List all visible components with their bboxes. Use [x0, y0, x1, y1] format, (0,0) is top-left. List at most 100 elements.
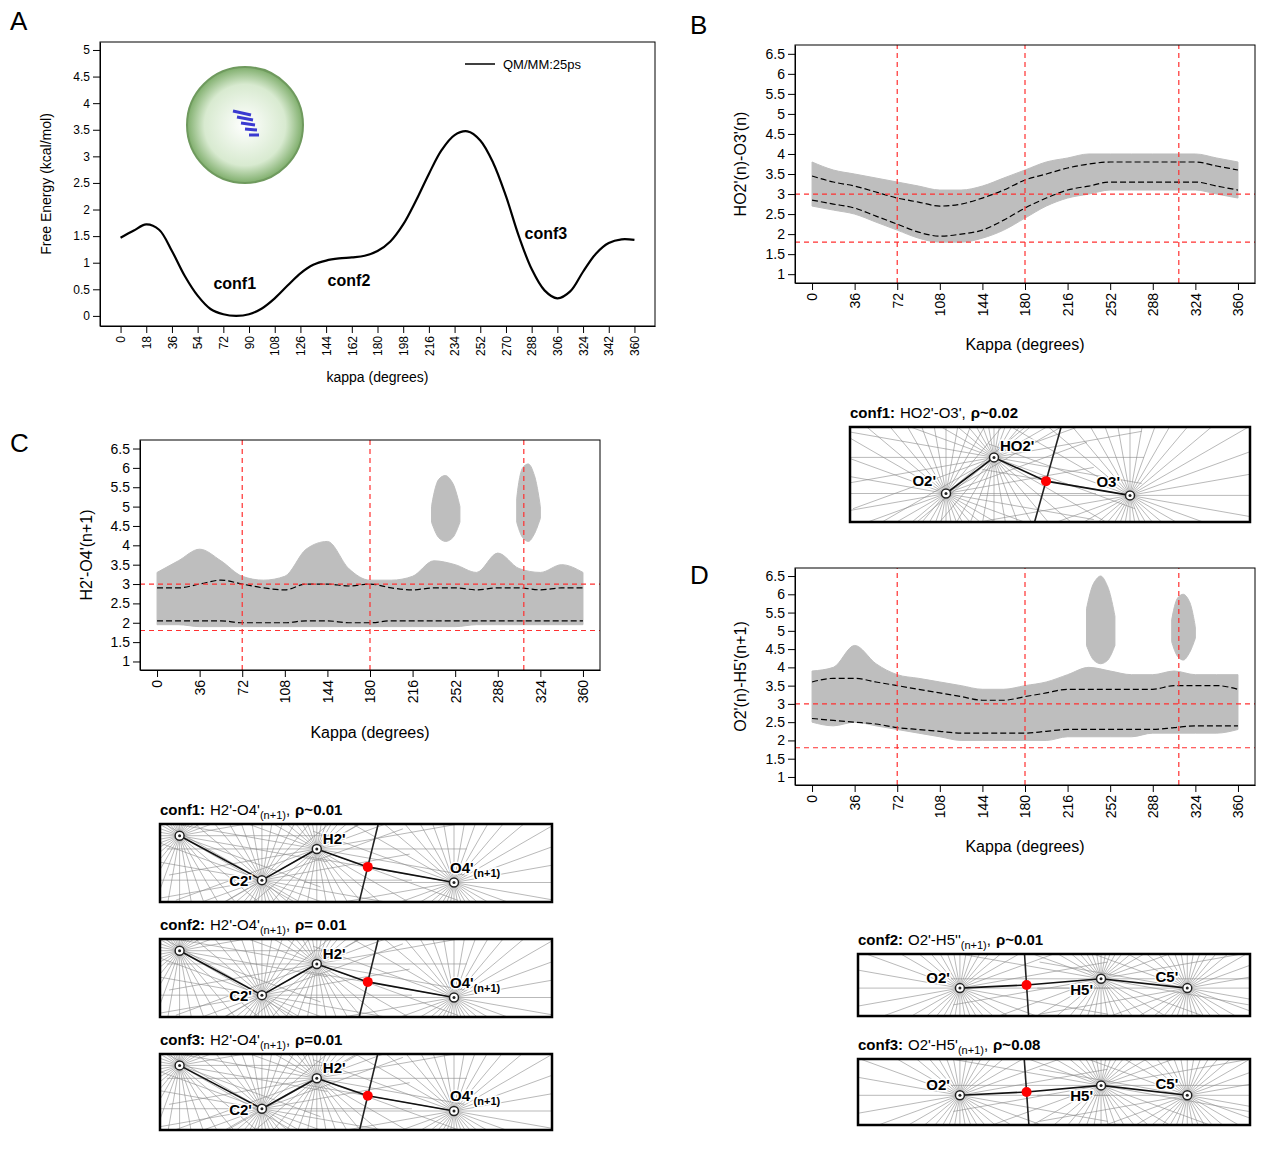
y-tick-label: 2 — [777, 732, 785, 748]
plot-frame — [140, 440, 600, 670]
gradient-line — [321, 1081, 447, 1130]
y-tick-label: 4 — [777, 146, 785, 162]
gradient-line — [458, 1114, 552, 1131]
x-tick-label: 144 — [320, 680, 336, 704]
x-tick-label: 108 — [268, 336, 282, 356]
y-tick: 4 — [777, 146, 795, 162]
y-tick-mark — [788, 94, 795, 95]
gradient-line — [986, 1059, 1097, 1082]
x-tick-mark — [940, 283, 941, 290]
x-tick: 0 — [804, 785, 820, 803]
x-tick-label: 180 — [371, 336, 385, 356]
x-tick-mark — [1110, 785, 1111, 792]
gradient-line — [959, 1100, 960, 1125]
x-tick-label: 234 — [448, 336, 462, 356]
gradient-line — [242, 1054, 314, 1074]
gradient-line — [321, 939, 447, 961]
y-tick-mark — [788, 759, 795, 760]
x-tick-mark — [480, 326, 481, 333]
atom-name: H5' — [1070, 1087, 1093, 1104]
x-tick: 108 — [268, 326, 282, 356]
gradient-line — [850, 497, 943, 522]
x-tick-label: 18 — [140, 336, 154, 350]
y-tick-mark — [788, 777, 795, 778]
gradient-line — [403, 887, 453, 902]
y-tick-label: 5 — [777, 106, 785, 122]
y-tick: 3 — [777, 186, 795, 202]
gradient-line — [458, 1001, 552, 1017]
gradient-line — [457, 1002, 530, 1017]
gradient-line — [160, 1068, 175, 1130]
topology-map — [858, 1059, 1250, 1125]
gradient-line — [320, 968, 413, 1017]
density-value: ρ~0.08 — [993, 1036, 1040, 1053]
plot-area — [140, 440, 600, 670]
x-tick-label: 360 — [1230, 293, 1246, 317]
y-tick: 1.5 — [111, 634, 140, 650]
atom-label: C2' — [229, 1101, 252, 1118]
x-tick-mark — [1153, 785, 1154, 792]
x-tick-label: 108 — [932, 795, 948, 819]
reference-hline — [795, 193, 1255, 194]
x-tick-mark — [429, 326, 430, 333]
x-tick: 72 — [217, 326, 231, 349]
nucleus — [1097, 974, 1106, 983]
inset-molecule — [249, 134, 259, 137]
x-tick-label: 144 — [320, 336, 334, 356]
gradient-line — [858, 1059, 956, 1093]
y-tick-label: 6 — [777, 66, 785, 82]
y-axis: 11.522.533.544.555.566.5 — [766, 568, 796, 785]
x-tick-label: 216 — [1060, 795, 1076, 819]
y-tick-mark — [788, 74, 795, 75]
gradient-line — [458, 885, 552, 902]
gradient-line — [1000, 427, 1126, 493]
gradient-line — [1190, 992, 1250, 1016]
x-tick-label: 288 — [490, 680, 506, 704]
y-tick-mark — [93, 289, 100, 290]
gradient-line — [261, 939, 262, 990]
gradient-line — [265, 1113, 358, 1130]
atom-name: O2' — [912, 472, 936, 489]
gradient-line — [960, 1059, 1096, 1084]
gradient-line — [1015, 499, 1126, 522]
topology-frame — [160, 939, 552, 1017]
gradient-line — [187, 966, 313, 1017]
x-tick: 288 — [525, 326, 539, 356]
atom-label: H5' — [1070, 981, 1093, 998]
bond-name: H2'-O4' — [210, 916, 260, 933]
gradient-line — [322, 1078, 467, 1079]
x-tick: 360 — [628, 326, 642, 356]
x-tick-label: 144 — [975, 293, 991, 317]
x-tick-label: 72 — [890, 795, 906, 811]
gradient-line — [185, 835, 330, 836]
gradient-line — [318, 1083, 343, 1130]
x-tick-label: 0 — [804, 293, 820, 301]
y-tick-mark — [133, 642, 140, 643]
gradient-line — [458, 1000, 552, 1017]
bond-path — [317, 1078, 368, 1095]
x-tick: 216 — [1060, 283, 1076, 316]
gradient-line — [1104, 1089, 1197, 1125]
x-tick-mark — [455, 326, 456, 333]
plot-area — [795, 568, 1255, 785]
atom-name: O4' — [450, 974, 474, 991]
topology-title: conf1:HO2'-O3',ρ~0.02 — [850, 404, 1018, 421]
x-tick-mark — [498, 670, 499, 677]
x-tick-label: 36 — [192, 680, 208, 696]
gradient-line — [454, 1003, 455, 1018]
y-tick-label: 2.5 — [766, 714, 786, 730]
gradient-line — [895, 427, 945, 489]
gradient-line — [1135, 444, 1250, 494]
topology-ground — [160, 1054, 552, 1130]
gradient-line — [160, 1057, 257, 1107]
y-tick-label: 5 — [777, 623, 785, 639]
x-tick-label: 324 — [1188, 795, 1204, 819]
gradient-line — [963, 954, 1056, 984]
y-tick-label: 3 — [777, 186, 785, 202]
panel-letter: C — [10, 428, 29, 458]
x-tick: 342 — [602, 326, 616, 356]
x-tick: 108 — [277, 670, 293, 703]
gradient-line — [261, 1000, 262, 1017]
y-tick: 2.5 — [111, 595, 140, 611]
gradient-line — [265, 1054, 358, 1105]
